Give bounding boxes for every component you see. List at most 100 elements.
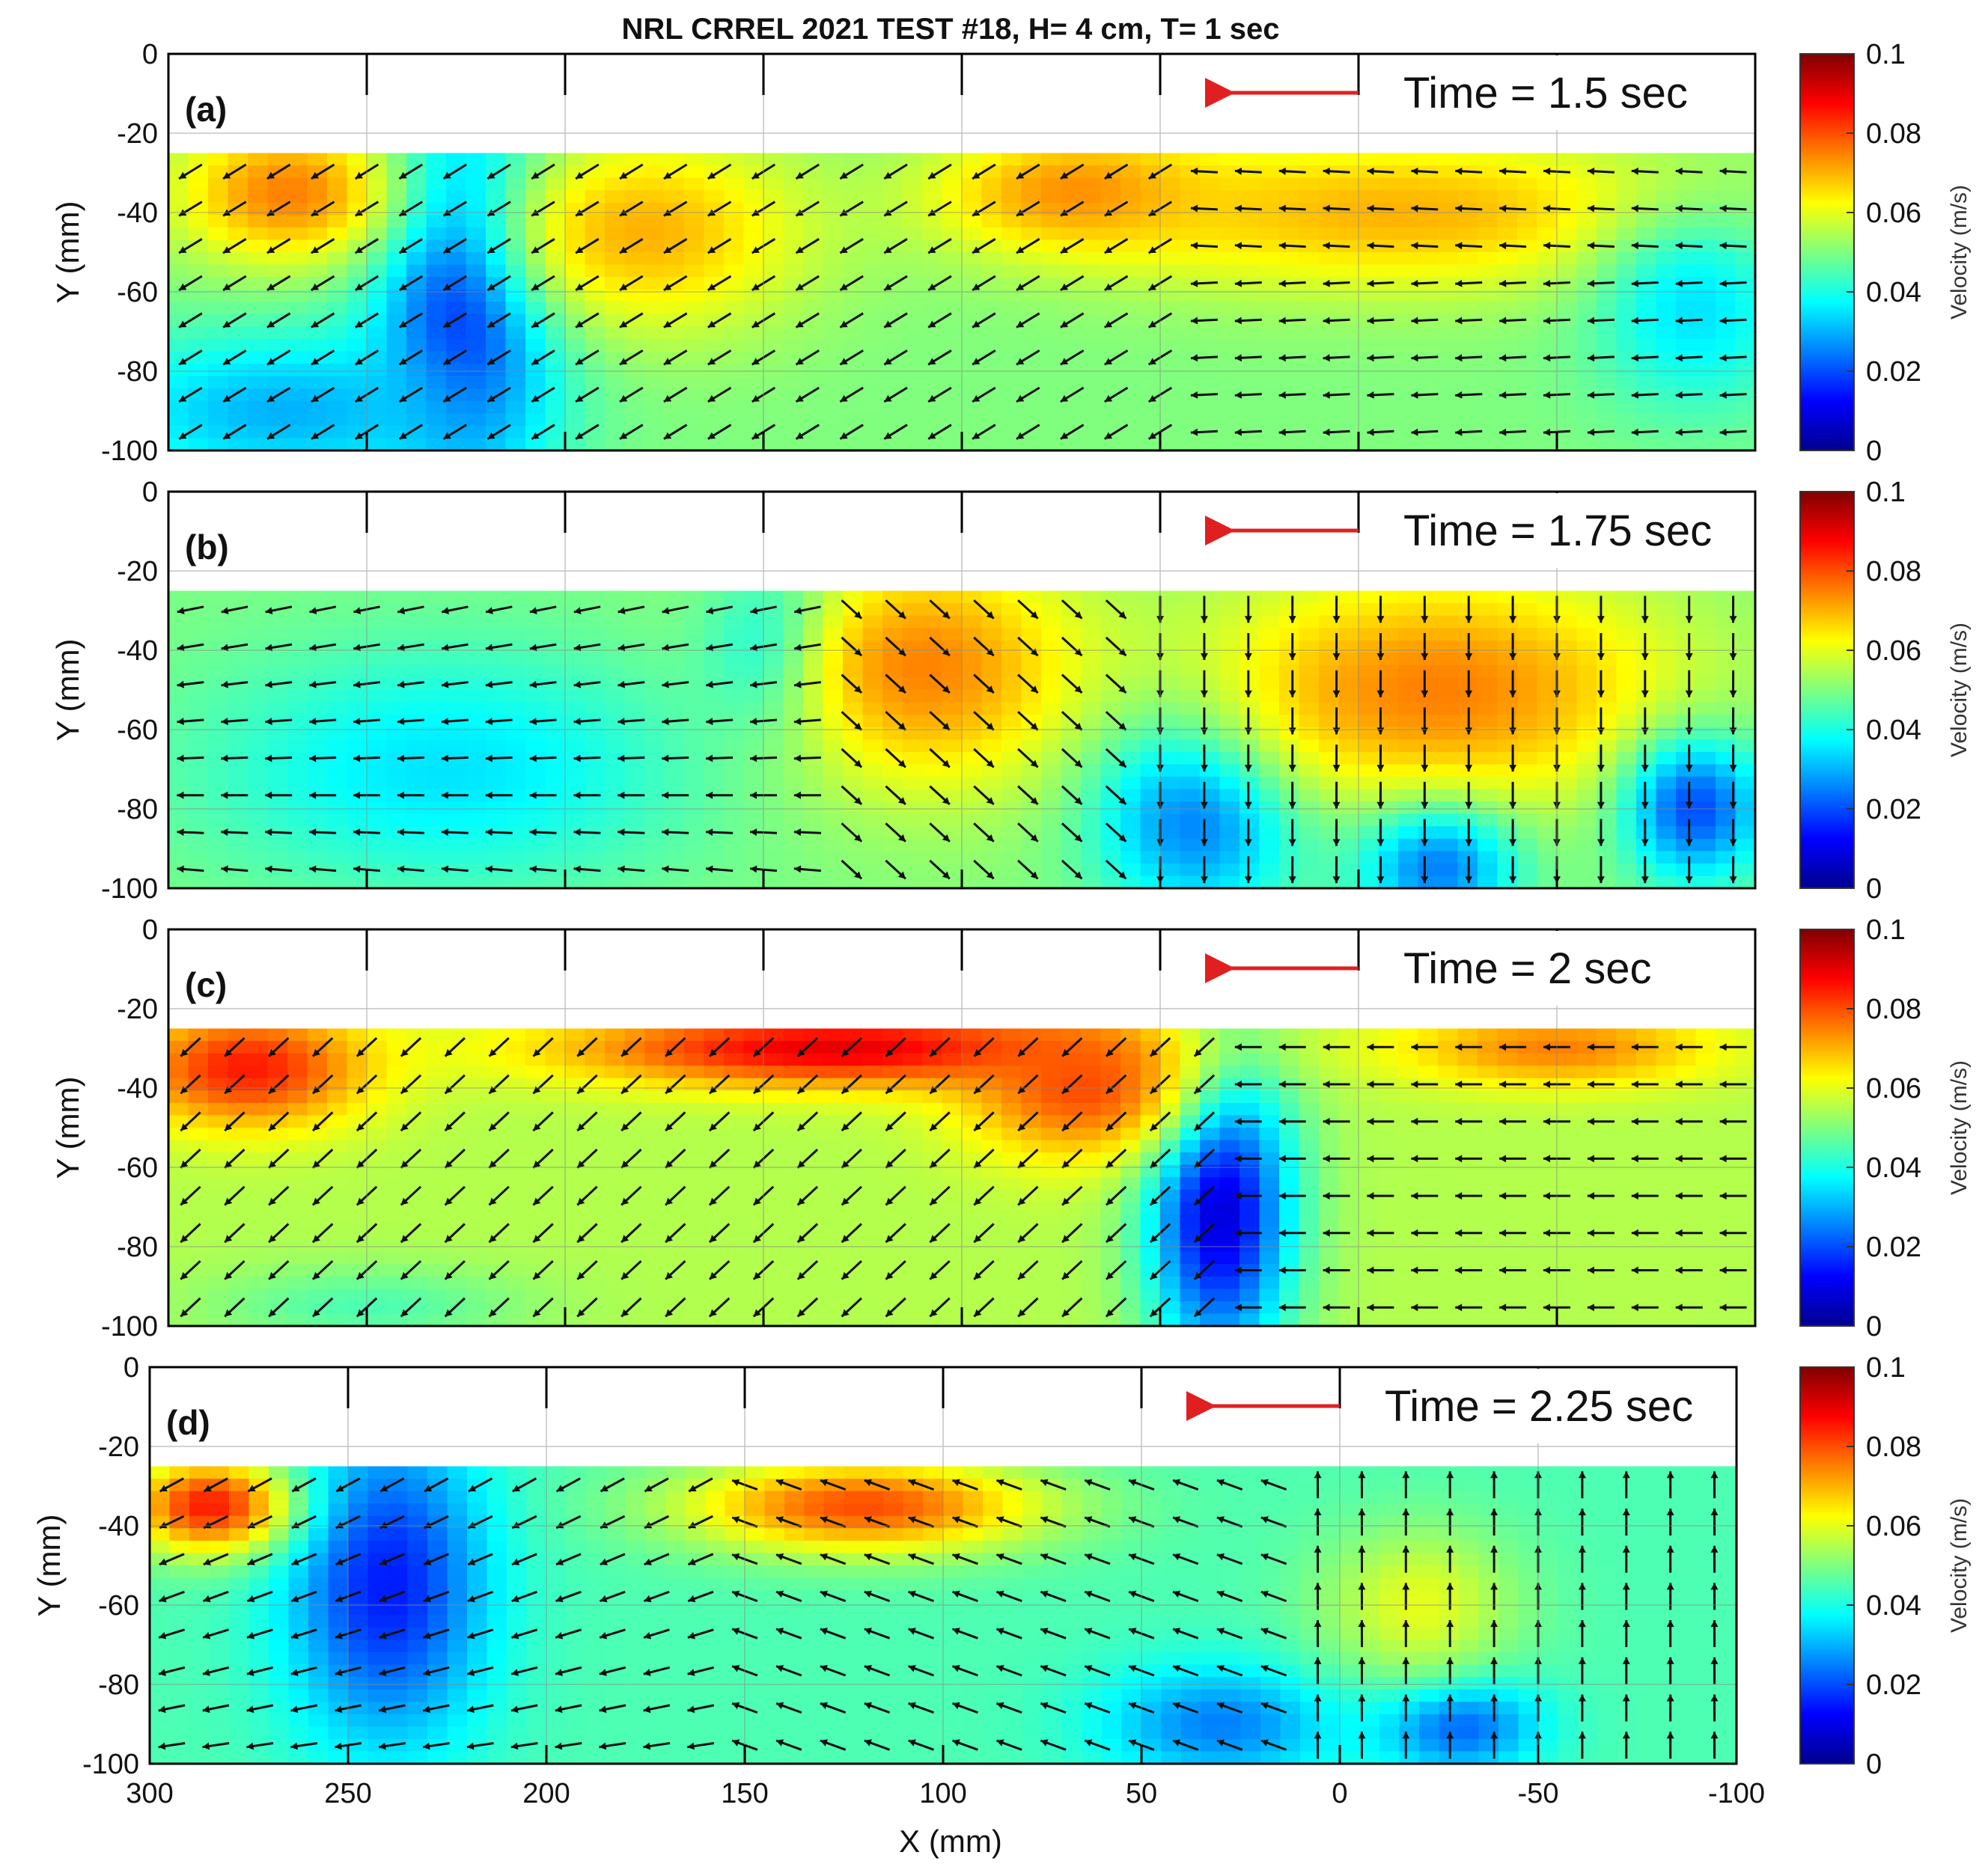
field-cell [1478,289,1498,303]
field-cell [962,376,983,389]
field-cell [248,876,269,889]
field-cell [1180,227,1201,241]
field-cell [1279,739,1300,753]
quiver-arrowhead [1455,428,1463,436]
field-cell [287,364,308,377]
field-cell [724,653,745,666]
field-cell [1259,252,1280,266]
field-cell [367,876,388,889]
field-cell [505,876,526,889]
field-cell [228,425,248,439]
field-cell [327,876,348,889]
field-cell [525,727,546,741]
field-cell [942,628,963,641]
field-cell [1597,776,1617,790]
field-cell [1359,603,1379,617]
field-cell [1636,690,1657,703]
field-cell [843,739,864,753]
field-cell [1676,338,1697,352]
field-cell [287,227,308,241]
field-cell [1160,425,1181,439]
field-cell [486,615,507,629]
field-cell [1319,739,1340,753]
field-cell [1021,239,1042,253]
field-cell [1021,615,1042,629]
field-cell [1319,615,1340,629]
field-cell [307,376,328,389]
field-cell [862,838,883,852]
field-cell [1001,388,1022,402]
field-cell [823,764,844,777]
field-cell [188,264,209,278]
field-cell [446,690,467,703]
field-cell [1160,590,1181,604]
field-cell [486,302,507,315]
field-cell [1081,702,1102,715]
field-cell [505,851,526,864]
field-cell [1517,364,1538,377]
field-cell [585,326,606,340]
field-cell [843,289,864,303]
field-cell [644,326,665,340]
field-cell [1576,153,1597,166]
field-cell [505,351,526,364]
field-cell [1418,326,1439,340]
field-cell [1695,789,1716,802]
field-cell [942,302,963,315]
field-cell [1299,438,1320,451]
field-cell [168,801,189,815]
field-cell [406,190,427,204]
field-cell [1001,603,1022,617]
field-cell [644,628,665,641]
field-cell [1418,715,1439,728]
field-cell [1695,702,1716,715]
field-cell [1517,727,1538,741]
field-cell [1636,813,1657,827]
field-cell [605,400,626,415]
field-cell [1338,789,1359,802]
field-cell [803,425,824,439]
quiver-arrowhead [443,358,451,365]
field-cell [644,615,665,629]
field-cell [446,252,467,266]
field-cell [1240,615,1260,629]
field-cell [1537,653,1558,666]
field-cell [1656,177,1677,191]
field-cell [981,376,1002,389]
field-cell [1319,438,1340,451]
field-cell [783,628,804,641]
field-cell [1041,400,1062,415]
field-cell [406,400,427,415]
field-cell [1457,153,1478,166]
field-cell [486,776,507,790]
field-cell [1616,351,1637,364]
field-cell [1001,215,1022,228]
field-cell [1735,640,1756,654]
field-cell [347,289,368,303]
quiver-arrowhead [1499,317,1507,325]
field-cell [1656,277,1677,290]
field-cell [307,264,328,278]
field-cell [386,628,407,641]
field-cell [704,739,725,753]
field-cell [1576,826,1597,840]
field-cell [406,239,427,253]
field-cell [1478,603,1498,617]
field-cell [1319,715,1340,728]
field-cell [1438,252,1459,266]
field-cell [1418,190,1439,204]
field-cell [1081,227,1102,241]
field-cell [1041,413,1062,427]
field-cell [664,615,685,629]
field-cell [426,640,447,654]
field-cell [1716,664,1737,679]
field-cell [545,177,566,191]
field-cell [327,801,348,815]
field-cell [1438,826,1459,840]
field-cell [367,801,388,815]
field-cell [783,715,804,728]
field-cell [1398,640,1419,654]
field-cell [783,302,804,315]
field-cell [1061,776,1082,790]
field-cell [1716,751,1737,766]
